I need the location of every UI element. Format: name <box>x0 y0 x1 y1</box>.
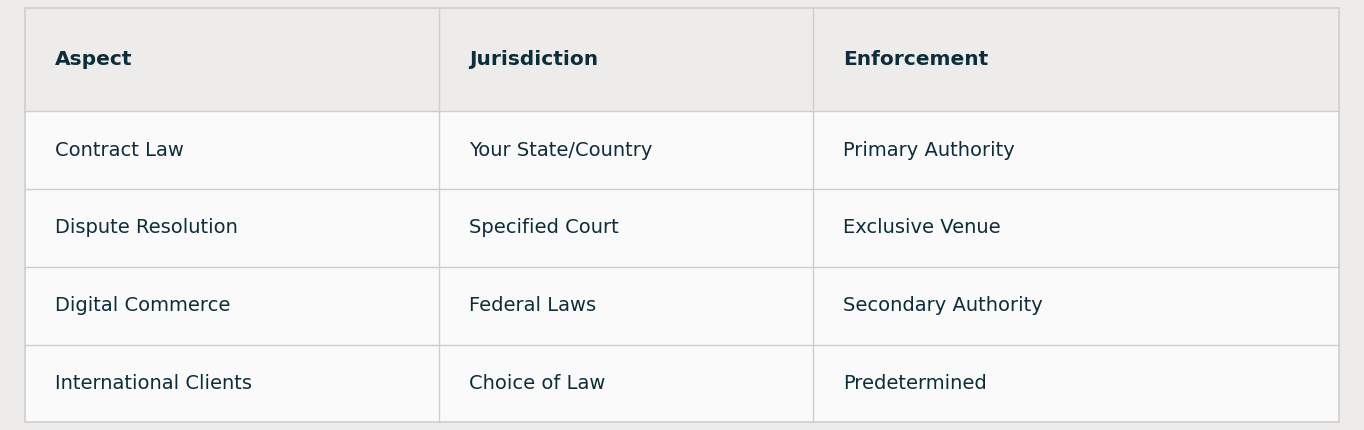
Text: Secondary Authority: Secondary Authority <box>843 296 1043 315</box>
Bar <box>25 111 1339 189</box>
Text: Federal Laws: Federal Laws <box>469 296 596 315</box>
Text: Choice of Law: Choice of Law <box>469 374 606 393</box>
Bar <box>25 8 1339 111</box>
Text: Contract Law: Contract Law <box>55 141 183 160</box>
Text: Specified Court: Specified Court <box>469 218 618 237</box>
Bar <box>25 267 1339 344</box>
Text: Enforcement: Enforcement <box>843 50 989 69</box>
Text: Your State/Country: Your State/Country <box>469 141 652 160</box>
Bar <box>25 344 1339 422</box>
Text: International Clients: International Clients <box>55 374 251 393</box>
Text: Exclusive Venue: Exclusive Venue <box>843 218 1001 237</box>
Text: Jurisdiction: Jurisdiction <box>469 50 597 69</box>
Text: Aspect: Aspect <box>55 50 132 69</box>
Bar <box>25 189 1339 267</box>
Text: Predetermined: Predetermined <box>843 374 988 393</box>
Text: Digital Commerce: Digital Commerce <box>55 296 231 315</box>
Text: Dispute Resolution: Dispute Resolution <box>55 218 237 237</box>
Text: Primary Authority: Primary Authority <box>843 141 1015 160</box>
